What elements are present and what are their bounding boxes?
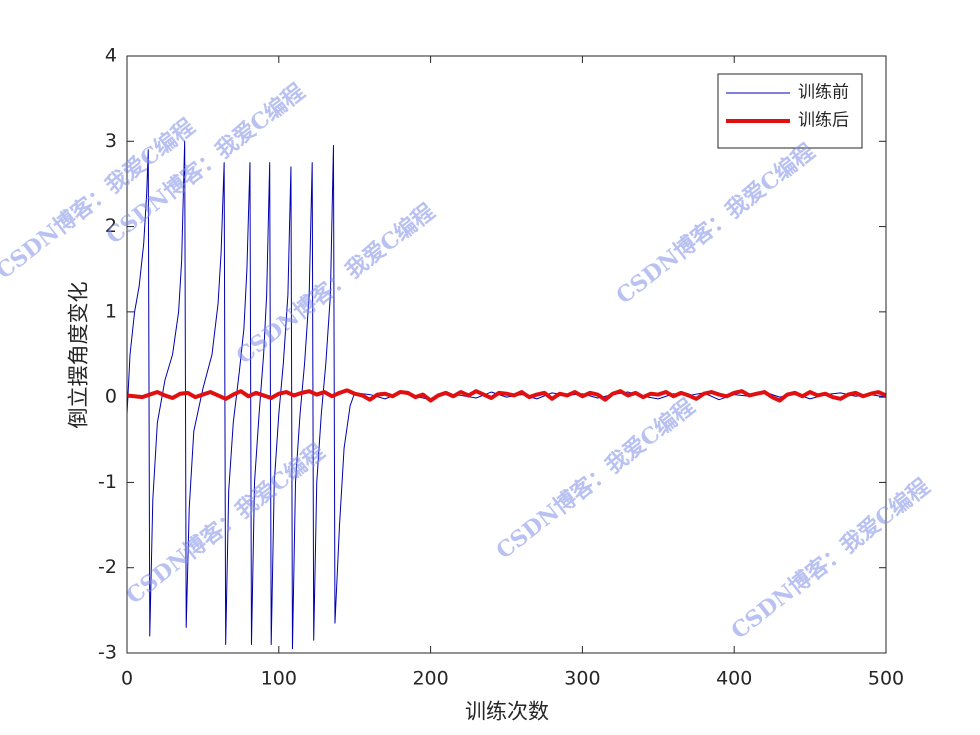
y-tick-label: -1 bbox=[98, 471, 117, 493]
x-tick-label: 100 bbox=[261, 668, 297, 690]
y-axis-label: 倒立摆角度变化 bbox=[67, 282, 91, 429]
axes-box bbox=[126, 55, 887, 654]
legend-label: 训练前 bbox=[798, 83, 849, 103]
y-tick-label: 3 bbox=[105, 130, 117, 152]
series-line bbox=[126, 140, 887, 650]
y-tick-label: 1 bbox=[105, 300, 117, 322]
x-tick-label: 500 bbox=[868, 668, 904, 690]
y-tick-label: 0 bbox=[105, 386, 117, 408]
y-tick-label: -3 bbox=[98, 642, 117, 664]
x-tick-label: 300 bbox=[564, 668, 600, 690]
x-axis-label: 训练次数 bbox=[465, 700, 549, 724]
series-line bbox=[126, 388, 887, 403]
y-tick-label: 2 bbox=[105, 215, 117, 237]
legend-label: 训练后 bbox=[798, 111, 849, 131]
x-tick-label: 0 bbox=[121, 668, 133, 690]
x-tick-label: 400 bbox=[716, 668, 752, 690]
legend-box bbox=[717, 73, 863, 149]
x-tick-label: 200 bbox=[412, 668, 448, 690]
y-tick-label: -2 bbox=[98, 556, 117, 578]
y-tick-label: 4 bbox=[105, 45, 117, 67]
